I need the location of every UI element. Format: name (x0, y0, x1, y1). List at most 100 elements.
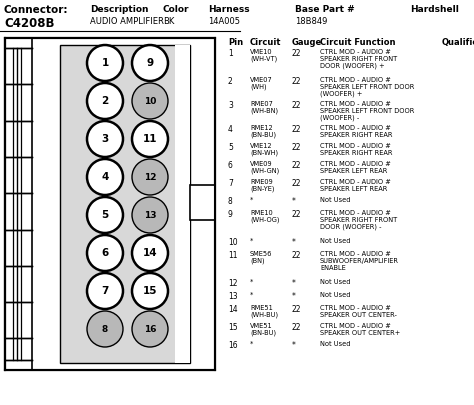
Text: *: * (250, 292, 254, 298)
Text: Not Used: Not Used (320, 279, 350, 285)
Text: 22: 22 (292, 125, 301, 134)
Text: CTRL MOD - AUDIO #
SPEAKER RIGHT REAR: CTRL MOD - AUDIO # SPEAKER RIGHT REAR (320, 125, 392, 138)
Text: 10: 10 (228, 238, 237, 247)
Text: 22: 22 (292, 305, 301, 314)
Text: 5: 5 (101, 210, 109, 220)
Text: Circuit Function: Circuit Function (320, 38, 395, 47)
Text: 6: 6 (101, 248, 109, 258)
Bar (5, 38, 215, 370)
Circle shape (132, 235, 168, 271)
Text: CTRL MOD - AUDIO #
SPEAKER LEFT FRONT DOOR
(WOOFER) +: CTRL MOD - AUDIO # SPEAKER LEFT FRONT DO… (320, 77, 414, 97)
Text: 6: 6 (228, 161, 233, 170)
Text: 14A005: 14A005 (208, 17, 240, 26)
Text: Qualifier: Qualifier (442, 38, 474, 47)
Text: 12: 12 (228, 279, 237, 288)
Text: 3: 3 (228, 101, 233, 110)
Text: Not Used: Not Used (320, 238, 350, 244)
Text: 22: 22 (292, 161, 301, 170)
Text: VME12
(BN-WH): VME12 (BN-WH) (250, 143, 278, 156)
Text: BK: BK (163, 17, 174, 26)
Text: 22: 22 (292, 101, 301, 110)
Circle shape (87, 197, 123, 233)
Text: 13: 13 (228, 292, 237, 301)
Text: 14: 14 (143, 248, 157, 258)
Text: 2: 2 (101, 96, 109, 106)
Circle shape (87, 83, 123, 119)
Circle shape (87, 159, 123, 195)
Text: *: * (250, 238, 254, 244)
Text: *: * (292, 341, 296, 350)
Text: 10: 10 (144, 96, 156, 105)
Text: SME56
(BN): SME56 (BN) (250, 251, 273, 264)
Text: VME09
(WH-GN): VME09 (WH-GN) (250, 161, 279, 174)
Text: 4: 4 (228, 125, 233, 134)
Text: 22: 22 (292, 143, 301, 152)
Text: RME12
(BN-BU): RME12 (BN-BU) (250, 125, 276, 138)
Text: 3: 3 (101, 134, 109, 144)
Text: 22: 22 (292, 323, 301, 332)
Text: C4208B: C4208B (4, 17, 55, 30)
Circle shape (132, 311, 168, 347)
Text: 22: 22 (292, 179, 301, 188)
Circle shape (87, 311, 123, 347)
Circle shape (87, 45, 123, 81)
Text: *: * (250, 197, 254, 203)
Text: *: * (292, 279, 296, 288)
Text: VME51
(BN-BU): VME51 (BN-BU) (250, 323, 276, 336)
Bar (60, 45, 190, 363)
Text: *: * (250, 341, 254, 347)
Text: 11: 11 (143, 134, 157, 144)
Text: RME10
(WH-OG): RME10 (WH-OG) (250, 210, 280, 223)
Text: 13: 13 (144, 211, 156, 220)
Text: Hardshell: Hardshell (410, 5, 459, 14)
Text: 15: 15 (143, 286, 157, 296)
Text: 22: 22 (292, 49, 301, 58)
Circle shape (132, 273, 168, 309)
Bar (190, 185, 215, 220)
Text: CTRL MOD - AUDIO #
SUBWOOFER/AMPLIFIER
ENABLE: CTRL MOD - AUDIO # SUBWOOFER/AMPLIFIER E… (320, 251, 399, 271)
Text: 22: 22 (292, 251, 301, 260)
Circle shape (132, 45, 168, 81)
Bar (175, 45, 190, 363)
Text: 8: 8 (228, 197, 233, 206)
Text: 9: 9 (228, 210, 233, 219)
Text: 22: 22 (292, 77, 301, 86)
Text: Harness: Harness (208, 5, 250, 14)
Text: Color: Color (163, 5, 190, 14)
Bar (5, 38, 215, 370)
Text: Pin: Pin (228, 38, 243, 47)
Text: 8: 8 (102, 324, 108, 333)
Text: RME51
(WH-BU): RME51 (WH-BU) (250, 305, 278, 318)
Text: Connector:: Connector: (4, 5, 69, 15)
Text: 11: 11 (228, 251, 237, 260)
Text: CTRL MOD - AUDIO #
SPEAKER RIGHT REAR: CTRL MOD - AUDIO # SPEAKER RIGHT REAR (320, 143, 392, 156)
Text: Base Part #: Base Part # (295, 5, 355, 14)
Text: 16: 16 (144, 324, 156, 333)
Text: CTRL MOD - AUDIO #
SPEAKER RIGHT FRONT
DOOR (WOOFER) +: CTRL MOD - AUDIO # SPEAKER RIGHT FRONT D… (320, 49, 397, 69)
Circle shape (132, 159, 168, 195)
Text: CTRL MOD - AUDIO #
SPEAKER OUT CENTER-: CTRL MOD - AUDIO # SPEAKER OUT CENTER- (320, 305, 397, 318)
Text: *: * (292, 292, 296, 301)
Text: Not Used: Not Used (320, 341, 350, 347)
Text: CTRL MOD - AUDIO #
SPEAKER RIGHT FRONT
DOOR (WOOFER) -: CTRL MOD - AUDIO # SPEAKER RIGHT FRONT D… (320, 210, 397, 230)
Text: CTRL MOD - AUDIO #
SPEAKER OUT CENTER+: CTRL MOD - AUDIO # SPEAKER OUT CENTER+ (320, 323, 400, 336)
Text: Circuit: Circuit (250, 38, 282, 47)
Text: Not Used: Not Used (320, 197, 350, 203)
Text: RME07
(WH-BN): RME07 (WH-BN) (250, 101, 278, 114)
Text: 4: 4 (101, 172, 109, 182)
Text: 9: 9 (146, 58, 154, 68)
Text: 1: 1 (101, 58, 109, 68)
Text: VME10
(WH-VT): VME10 (WH-VT) (250, 49, 277, 62)
Text: CTRL MOD - AUDIO #
SPEAKER LEFT REAR: CTRL MOD - AUDIO # SPEAKER LEFT REAR (320, 161, 391, 174)
Text: *: * (292, 197, 296, 206)
Circle shape (87, 235, 123, 271)
Text: 22: 22 (292, 210, 301, 219)
Text: 7: 7 (228, 179, 233, 188)
Text: Gauge: Gauge (292, 38, 322, 47)
Text: 5: 5 (228, 143, 233, 152)
Circle shape (132, 83, 168, 119)
Text: Not Used: Not Used (320, 292, 350, 298)
Text: 12: 12 (144, 173, 156, 181)
Text: 7: 7 (101, 286, 109, 296)
Text: CTRL MOD - AUDIO #
SPEAKER LEFT REAR: CTRL MOD - AUDIO # SPEAKER LEFT REAR (320, 179, 391, 192)
